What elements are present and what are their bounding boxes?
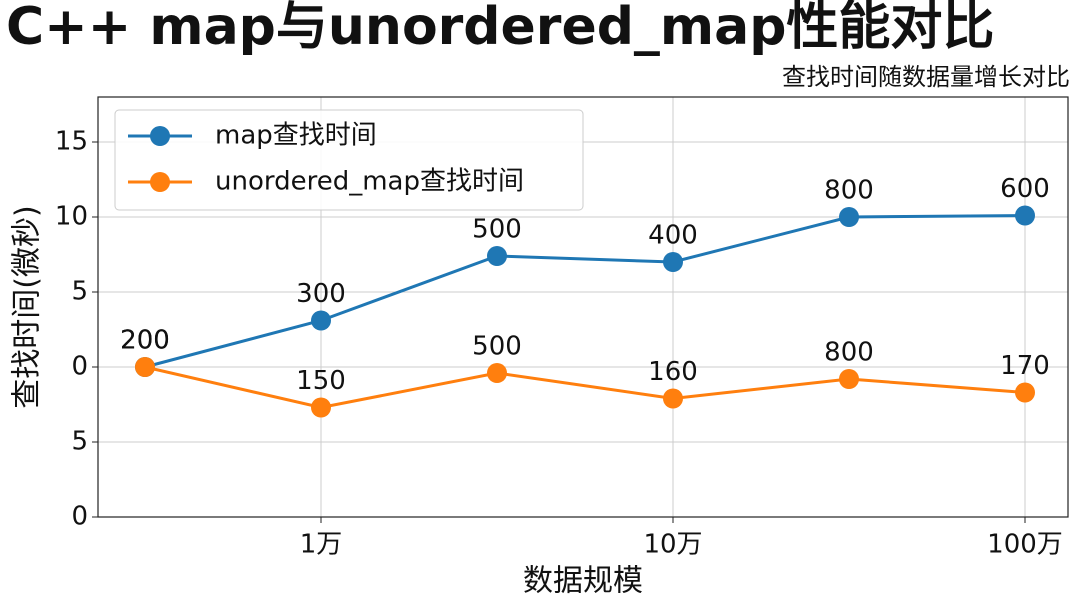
data-point	[311, 397, 331, 418]
point-label: 170	[1000, 351, 1050, 381]
x-axis-label: 数据规模	[523, 564, 643, 599]
y-axis-label: 查找时间(微秒)	[10, 205, 45, 408]
data-point	[839, 207, 859, 227]
point-label: 400	[648, 221, 698, 251]
y-tick-label: 0	[71, 352, 88, 382]
legend-label: map查找时间	[215, 121, 377, 151]
plot-frame	[97, 96, 1069, 518]
point-label: 160	[648, 357, 698, 387]
legend-label: unordered_map查找时间	[215, 167, 524, 197]
data-point	[135, 357, 155, 377]
legend-box	[114, 109, 584, 211]
series-line	[144, 214, 1026, 369]
point-label: 500	[472, 332, 522, 362]
y-tick-label: 0	[71, 502, 88, 532]
point-label: 200	[120, 326, 170, 356]
point-label: 800	[824, 338, 874, 368]
point-label: 800	[824, 176, 874, 206]
chart-subtitle: 查找时间随数据量增长对比	[782, 63, 1070, 91]
point-label: 200	[120, 326, 170, 356]
data-point	[1015, 382, 1035, 403]
data-point	[663, 388, 683, 409]
data-point	[487, 363, 507, 383]
point-label: 500	[472, 215, 522, 245]
legend-marker	[150, 172, 170, 192]
y-tick-label: 5	[71, 277, 88, 307]
point-label: 300	[296, 279, 346, 309]
data-point	[487, 246, 507, 266]
x-tick-label: 1万	[300, 530, 343, 560]
x-tick-label: 100万	[987, 530, 1063, 560]
point-label: 600	[1000, 174, 1050, 204]
y-tick-label: 15	[55, 127, 88, 157]
data-point	[839, 369, 859, 389]
y-tick-label: 10	[55, 202, 88, 232]
point-label: 150	[296, 366, 346, 396]
data-point	[663, 252, 683, 272]
series-line	[144, 365, 1026, 410]
chart-title: C++ map与unordered_map性能对比	[6, 0, 994, 57]
y-tick-label: 5	[71, 427, 88, 457]
x-tick-label: 10万	[643, 530, 702, 560]
data-point	[1015, 205, 1035, 226]
data-point	[311, 310, 331, 331]
legend-marker	[150, 126, 170, 146]
